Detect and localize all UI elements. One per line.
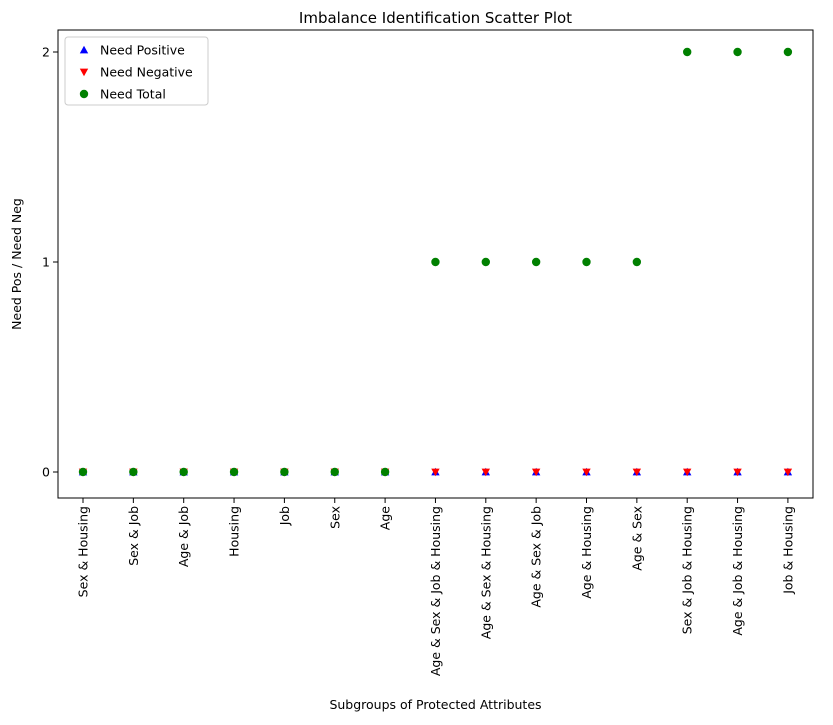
- x-tick-label: Housing: [227, 506, 242, 557]
- need-negative-point: [431, 468, 440, 477]
- need-total-point: [78, 467, 88, 477]
- x-tick-label: Sex & Job: [126, 506, 141, 566]
- need-total-point: [380, 467, 390, 477]
- x-tick-label: Age & Job: [176, 506, 191, 567]
- need-negative-point: [683, 468, 692, 477]
- need-total-point: [531, 257, 541, 267]
- need-total-point: [129, 467, 138, 477]
- x-tick-label: Age & Sex: [629, 506, 644, 571]
- y-tick-label: 2: [42, 45, 50, 60]
- x-tick-label: Job: [277, 506, 292, 526]
- legend-label-need-total: Need Total: [100, 87, 166, 102]
- legend-label-need-positive: Need Positive: [100, 43, 185, 58]
- chart-title: Imbalance Identification Scatter Plot: [299, 9, 572, 27]
- x-tick-label: Job & Housing: [780, 506, 795, 595]
- y-tick-label: 1: [42, 255, 50, 270]
- chart-marks: [78, 47, 793, 477]
- legend-marker-need-positive: [79, 45, 89, 54]
- need-negative-point: [632, 468, 642, 477]
- legend-label-need-negative: Need Negative: [100, 65, 193, 80]
- need-total-point: [431, 257, 440, 267]
- legend-marker-need-total: [79, 89, 89, 99]
- need-negative-point: [582, 468, 591, 477]
- chart-legend: Need Positive Need Negative Need Total: [64, 36, 209, 106]
- need-negative-point: [531, 468, 541, 477]
- need-total-point: [481, 257, 490, 267]
- need-total-point: [632, 257, 642, 267]
- need-total-point: [179, 467, 188, 477]
- x-tick-label: Sex & Job & Housing: [680, 506, 695, 634]
- legend-marker-need-negative: [79, 68, 89, 77]
- x-tick-label: Age & Sex & Housing: [478, 506, 493, 639]
- x-tick-label: Age: [378, 506, 393, 530]
- need-total-point: [683, 47, 692, 57]
- y-tick-label: 0: [42, 465, 50, 480]
- legend-box: [64, 36, 209, 106]
- x-tick-label: Age & Housing: [579, 506, 594, 599]
- need-total-point: [582, 257, 591, 267]
- need-total-point: [330, 467, 339, 477]
- x-tick-label: Sex: [327, 506, 342, 529]
- y-axis-label: Need Pos / Need Neg: [9, 198, 24, 330]
- need-total-point: [733, 47, 742, 57]
- chart-axes: 0 1 2 Sex & Housing Sex & Job Age & Job Housin…: [42, 45, 795, 677]
- x-tick-label: Age & Sex & Job & Housing: [428, 506, 443, 676]
- need-total-point: [229, 467, 239, 477]
- need-total-point: [783, 47, 793, 57]
- x-tick-label: Sex & Housing: [76, 506, 91, 597]
- need-negative-point: [481, 468, 490, 477]
- x-axis-label: Subgroups of Protected Attributes: [329, 697, 541, 712]
- x-tick-label: Age & Job & Housing: [730, 506, 745, 636]
- x-tick-label: Age & Sex & Job: [529, 506, 544, 608]
- need-negative-point: [733, 468, 742, 477]
- need-negative-point: [783, 468, 793, 477]
- need-total-point: [280, 467, 289, 477]
